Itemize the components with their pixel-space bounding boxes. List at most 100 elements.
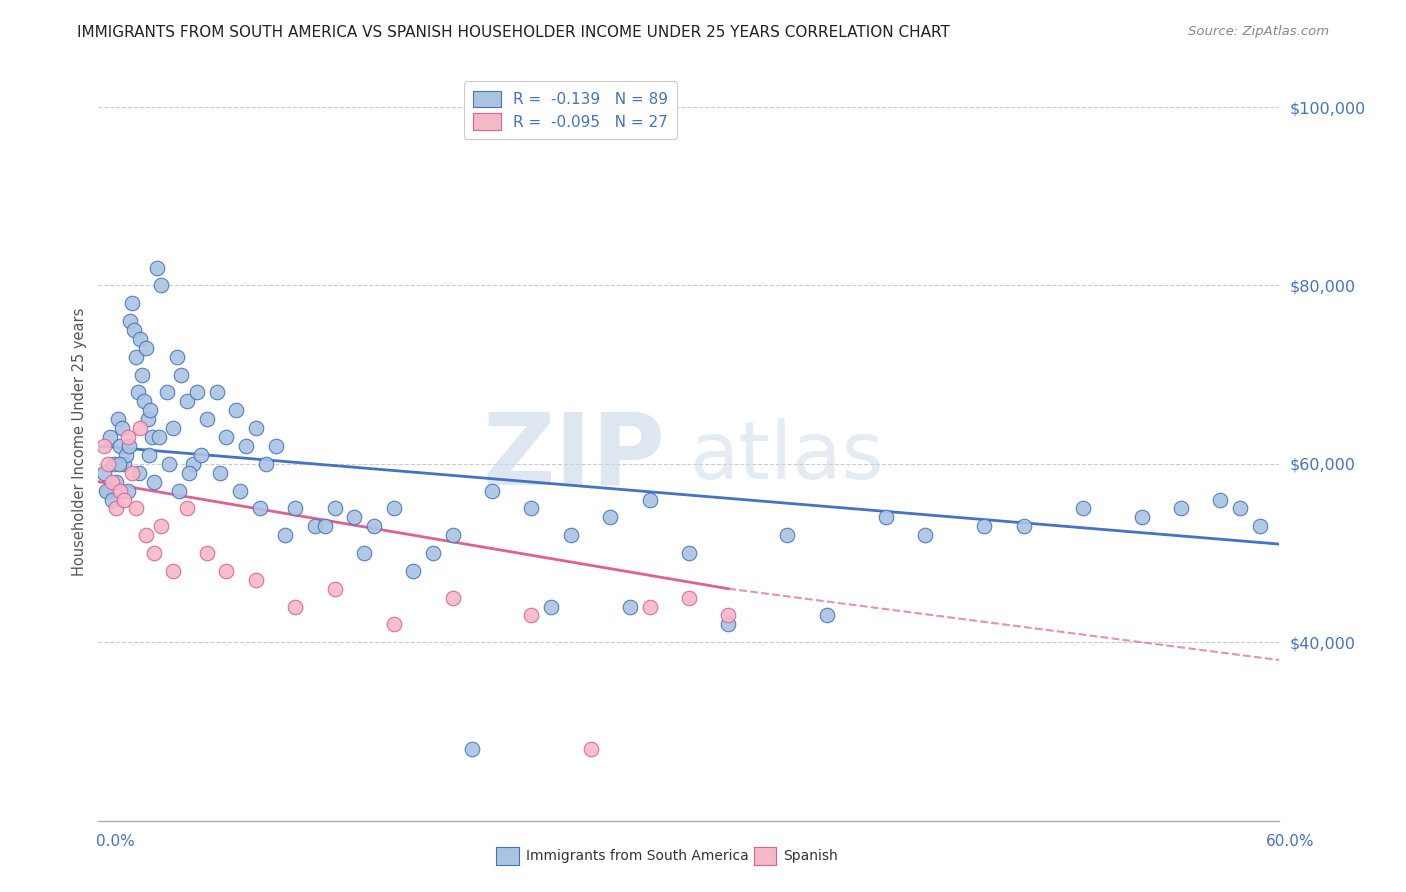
Point: [264, 439, 287, 453]
Point: [249, 501, 271, 516]
Point: [225, 403, 247, 417]
Point: [142, 475, 165, 489]
Point: [1229, 501, 1251, 516]
Point: [914, 528, 936, 542]
Point: [150, 278, 173, 293]
Point: [125, 501, 148, 516]
Point: [441, 591, 464, 605]
Point: [108, 483, 131, 498]
Point: [132, 394, 155, 409]
Point: [353, 546, 375, 560]
Point: [190, 448, 212, 462]
Point: [461, 742, 484, 756]
Point: [205, 385, 228, 400]
Point: [619, 599, 641, 614]
Point: [125, 350, 148, 364]
Point: [107, 412, 129, 426]
Point: [177, 466, 200, 480]
Text: IMMIGRANTS FROM SOUTH AMERICA VS SPANISH HOUSEHOLDER INCOME UNDER 25 YEARS CORRE: IMMIGRANTS FROM SOUTH AMERICA VS SPANISH…: [77, 25, 950, 40]
Point: [245, 421, 267, 435]
Point: [422, 546, 444, 560]
Point: [343, 510, 366, 524]
Point: [638, 599, 661, 614]
Point: [215, 430, 238, 444]
Point: [128, 332, 150, 346]
Point: [121, 296, 143, 310]
Point: [93, 466, 115, 480]
Point: [162, 564, 184, 578]
Point: [138, 403, 160, 417]
Point: [520, 501, 543, 516]
Point: [323, 501, 346, 516]
Point: [402, 564, 425, 578]
Text: 0.0%: 0.0%: [96, 834, 135, 848]
Point: [141, 430, 163, 444]
Text: atlas: atlas: [689, 417, 883, 496]
Legend: R =  -0.139   N = 89, R =  -0.095   N = 27: R = -0.139 N = 89, R = -0.095 N = 27: [464, 81, 678, 139]
Point: [441, 528, 464, 542]
Point: [135, 341, 157, 355]
Point: [195, 412, 218, 426]
Point: [520, 608, 543, 623]
Point: [1249, 519, 1271, 533]
Point: [138, 448, 160, 462]
Point: [209, 466, 232, 480]
Point: [638, 492, 661, 507]
Point: [121, 466, 143, 480]
Point: [162, 421, 184, 435]
Point: [105, 501, 128, 516]
Point: [678, 591, 700, 605]
Text: ZIP: ZIP: [482, 409, 665, 505]
Point: [98, 430, 121, 444]
Point: [127, 385, 149, 400]
Point: [146, 260, 169, 275]
Point: [101, 492, 124, 507]
Text: Source: ZipAtlas.com: Source: ZipAtlas.com: [1188, 25, 1329, 38]
Point: [112, 457, 135, 471]
Point: [156, 385, 179, 400]
Point: [875, 510, 897, 524]
Text: Immigrants from South America: Immigrants from South America: [526, 849, 748, 863]
Point: [1012, 519, 1035, 533]
Point: [481, 483, 503, 498]
Point: [117, 483, 139, 498]
Point: [101, 475, 124, 489]
Point: [128, 466, 150, 480]
Point: [157, 457, 180, 471]
Point: [579, 742, 602, 756]
Point: [108, 457, 131, 471]
Point: [314, 519, 336, 533]
Point: [115, 448, 138, 462]
Point: [142, 546, 165, 560]
Point: [1130, 510, 1153, 524]
Point: [717, 608, 740, 623]
Point: [176, 394, 198, 409]
Point: [245, 573, 267, 587]
Point: [235, 439, 257, 453]
Point: [118, 314, 141, 328]
Point: [170, 368, 193, 382]
Point: [274, 528, 297, 542]
Point: [105, 475, 128, 489]
Point: [195, 546, 218, 560]
Point: [973, 519, 995, 533]
Point: [135, 528, 157, 542]
Point: [776, 528, 799, 542]
Point: [1071, 501, 1094, 516]
Point: [1209, 492, 1232, 507]
Point: [815, 608, 838, 623]
Point: [97, 483, 120, 498]
Point: [1170, 501, 1192, 516]
Point: [167, 483, 190, 498]
Point: [97, 457, 120, 471]
Text: 60.0%: 60.0%: [1267, 834, 1315, 848]
Point: [186, 385, 208, 400]
Point: [128, 421, 150, 435]
Point: [148, 430, 170, 444]
Point: [108, 439, 131, 453]
Point: [112, 492, 135, 507]
Point: [323, 582, 346, 596]
Point: [363, 519, 385, 533]
Point: [122, 323, 145, 337]
Point: [136, 412, 159, 426]
